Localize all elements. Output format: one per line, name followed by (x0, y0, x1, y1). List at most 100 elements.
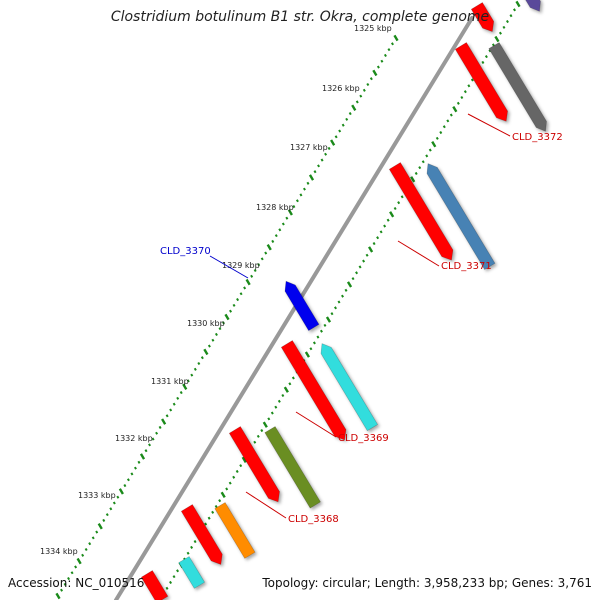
ruler-tick (345, 117, 349, 121)
ruler-ticks: 1325 kbp 1326 kbp 1327 kbp 1328 kbp 1329 kbp… (40, 0, 521, 600)
gene-leader-line (209, 255, 249, 279)
ruler-tick (158, 425, 162, 429)
ruler-label: 1326 kbp (322, 84, 360, 93)
ruler-tick (60, 588, 63, 592)
inner-tick (456, 101, 460, 105)
ruler-tick (190, 373, 194, 377)
inner-tick (428, 148, 432, 152)
ruler-tick (348, 112, 352, 116)
ruler-tick (130, 472, 134, 476)
ruler-label: 1334 kbp (40, 547, 78, 556)
ruler-tick (239, 292, 243, 296)
ruler-tick (236, 298, 240, 302)
ruler-tick (281, 222, 285, 226)
inner-tick (207, 516, 211, 520)
inner-tick (431, 141, 437, 148)
inner-tick (481, 60, 485, 64)
inner-tick (463, 90, 467, 94)
ruler-tick (211, 338, 215, 342)
ruler-tick (81, 553, 85, 557)
ruler-tick (369, 77, 373, 81)
gene-feature (426, 163, 496, 270)
cds-feature (454, 42, 508, 122)
inner-tick (253, 440, 257, 444)
ruler-label: 1331 kbp (151, 377, 189, 386)
ruler-tick (387, 48, 391, 52)
ruler-tick (320, 158, 324, 162)
inner-tick (376, 236, 380, 240)
gene-feature (178, 556, 205, 589)
cds-feature (180, 504, 223, 565)
inner-tick (283, 386, 289, 393)
ruler-tick (287, 209, 293, 216)
ruler-tick (176, 396, 180, 400)
ruler-tick (74, 565, 78, 569)
ruler-tick (308, 174, 315, 181)
inner-tick (309, 347, 313, 351)
ruler-tick (324, 152, 328, 156)
cds-feature (280, 340, 347, 441)
gene-label: CLD_3368 (288, 514, 339, 525)
ruler-tick (313, 170, 317, 174)
inner-tick (498, 31, 502, 35)
inner-tick (176, 569, 180, 573)
ruler-tick (366, 82, 370, 87)
gene-feature (214, 502, 256, 559)
ruler-tick (123, 484, 127, 488)
inner-tick (379, 230, 383, 234)
inner-tick (389, 211, 395, 218)
gene-leader-line (397, 240, 440, 267)
ruler-tick (229, 309, 232, 313)
inner-tick (344, 288, 348, 292)
ruler-tick (351, 104, 357, 111)
ruler-label: 1332 kbp (115, 434, 153, 443)
ruler-tick (155, 431, 159, 435)
ruler-tick (67, 577, 71, 581)
inner-tick (288, 382, 292, 386)
inner-tick (334, 306, 337, 310)
ruler-tick (271, 239, 275, 243)
inner-tick (256, 434, 260, 438)
gene-label: CLD_3370 (160, 246, 211, 257)
inner-tick (400, 195, 404, 199)
inner-tick (274, 405, 278, 409)
ruler-tick (330, 139, 336, 146)
inner-tick (393, 206, 397, 211)
inner-tick (325, 316, 332, 323)
ruler-label: 1329 kbp (222, 261, 260, 270)
ruler-tick (182, 383, 188, 390)
inner-tick (193, 540, 197, 544)
inner-tick (316, 335, 320, 339)
inner-tick (232, 475, 236, 479)
cds-feature (470, 2, 495, 32)
inner-tick (267, 417, 271, 421)
inner-tick (218, 499, 222, 503)
inner-tick (515, 0, 521, 8)
ruler-tick (76, 557, 82, 565)
ruler-tick (109, 507, 113, 511)
ruler-label: 1328 kbp (256, 203, 294, 212)
ruler-tick (137, 460, 141, 464)
ruler-tick (299, 193, 303, 197)
ruler-tick (95, 530, 99, 534)
ruler-tick (245, 278, 251, 286)
inner-tick (418, 166, 422, 170)
backbone (114, 16, 474, 600)
inner-tick (410, 176, 416, 183)
gene-label: CLD_3369 (338, 433, 389, 444)
ruler-tick (266, 244, 272, 251)
ruler-tick (278, 228, 282, 232)
inner-tick (386, 218, 390, 222)
inner-tick (484, 55, 488, 59)
ruler-tick (112, 501, 116, 505)
ruler-tick (207, 344, 211, 348)
inner-tick (502, 25, 506, 29)
inner-tick (225, 487, 229, 491)
inner-tick (304, 351, 310, 358)
inner-tick (449, 113, 453, 117)
inner-tick (452, 105, 458, 113)
inner-tick (397, 201, 401, 205)
gene-feature (525, 0, 541, 12)
inner-tick (439, 131, 443, 135)
